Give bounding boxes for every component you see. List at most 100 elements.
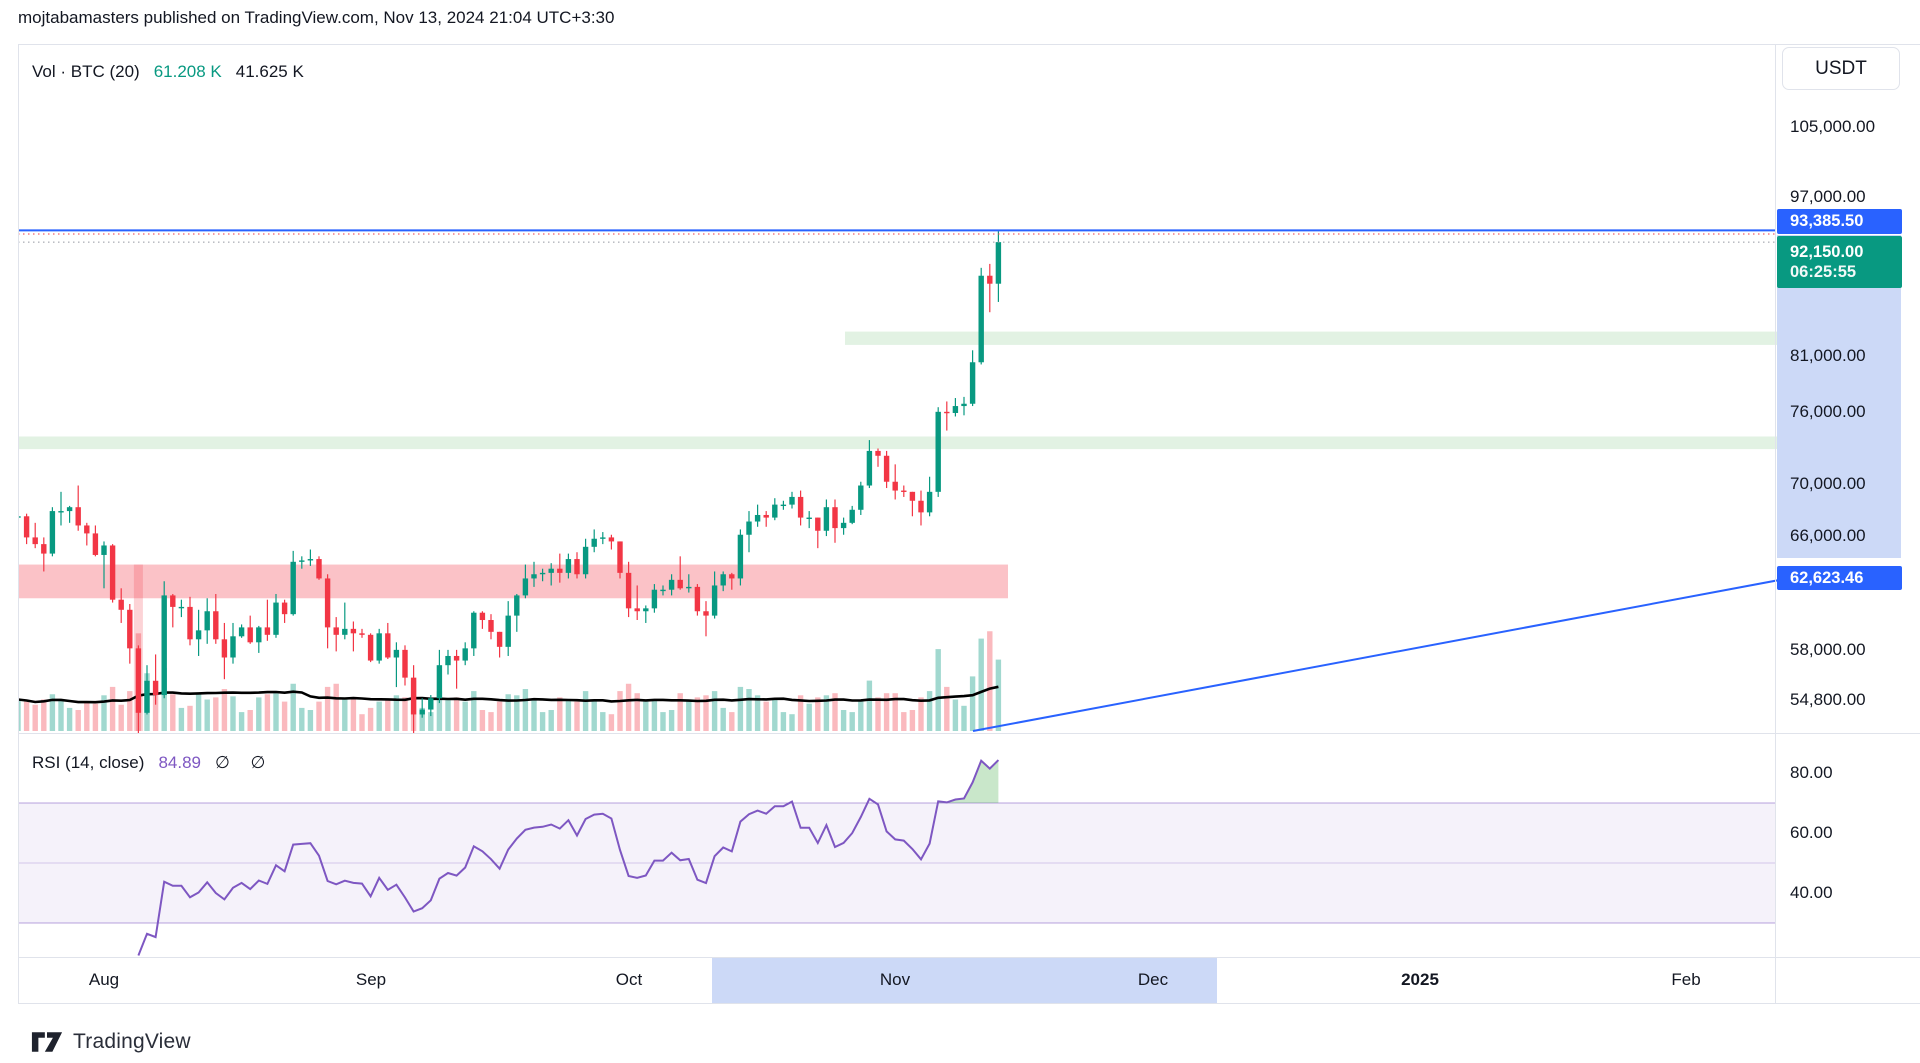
volume-bar [565,699,572,731]
tradingview-logo[interactable]: TradingView [30,1028,191,1056]
candle-down [944,411,950,414]
volume-bar [385,699,391,731]
candle-down [264,627,271,635]
price-tick: 105,000.00 [1790,117,1876,136]
candle-up [273,602,279,635]
volume-bar [316,701,322,731]
candle-up [548,568,554,573]
candle-up [643,608,649,612]
volume-indicator-legend: Vol · BTC (20) 61.208 K 41.625 K [32,62,304,82]
volume-bar [496,701,503,731]
time-tick-sep: Sep [355,970,387,989]
volume-bar [58,699,64,731]
volume-bar [333,683,339,731]
candle-up [539,572,546,575]
volume-bar [161,668,167,731]
volume-bar [273,693,279,731]
volume-bar [651,699,658,731]
price-tick: 54,800.00 [1790,690,1866,709]
candle-down [135,648,142,713]
rsi-indicator-legend: RSI (14, close) 84.89 ∅ ∅ [32,753,273,773]
chart-left-border [18,44,19,1003]
candle-down [729,574,735,579]
candle-up [823,507,830,531]
volume-bar [307,710,314,731]
rsi-series [137,758,1000,956]
volume-bar [574,701,580,731]
rsi-empty-values: ∅ ∅ [214,753,274,772]
candle-up [505,615,511,647]
price-tick: 58,000.00 [1790,640,1866,659]
volume-bar [935,649,941,731]
candle-up [789,496,795,505]
candle-up [18,516,21,518]
volume-bar [608,714,615,731]
rsi-tick: 40.00 [1790,883,1833,902]
candle-down [84,525,90,534]
rsi-indicator-title[interactable]: RSI (14, close) [32,753,145,772]
volume-bar [952,699,959,731]
candle-up [342,628,348,635]
volume-bar [866,680,873,731]
candle-down [815,517,821,531]
volume-bar [969,676,976,731]
volume-bar [858,699,864,731]
volume-bar [505,694,511,731]
price-zones [18,331,1810,731]
candle-down [402,649,408,678]
volume-bar [109,686,116,731]
candle-down [496,631,503,647]
volume-bar [213,697,219,731]
volume-bar [763,701,769,731]
candle-up [591,538,597,547]
volume-bar [247,710,253,731]
volume-bar [806,703,812,731]
price-axis-range-highlight [1777,235,1901,558]
time-axis-divider [18,957,1920,958]
candle-down [152,680,159,696]
candle-up [668,579,675,590]
candle-down [170,595,176,607]
candle-up [428,698,434,710]
candle-down [832,507,838,529]
volume-bar [926,691,933,731]
volume-bar [290,683,296,731]
volume-bar [754,695,761,731]
volume-value: 61.208 K [153,62,222,81]
candle-up [978,275,984,363]
volume-bar [436,691,443,731]
volume-bar [66,707,73,731]
rsi-panel-divider[interactable] [18,733,1920,734]
candle-down [677,579,683,589]
volume-bar [746,689,752,731]
candle-up [969,362,976,404]
volume-bar [557,697,563,731]
volume-bar [634,693,640,731]
candle-up [436,665,443,699]
volume-indicator-title[interactable]: Vol · BTC (20) [32,62,140,81]
candle-down [488,620,494,632]
volume-bar [393,695,400,731]
candle-up [445,655,451,666]
currency-toggle-button[interactable]: USDT [1782,47,1900,90]
candle-down [367,634,374,661]
candle-down [187,606,193,640]
candle-up [754,514,761,522]
time-tick-feb: Feb [1671,970,1701,989]
candlestick-series [18,231,1002,733]
volume-bar [281,701,288,731]
volume-ma-value: 41.625 K [235,62,304,81]
volume-bar [780,712,787,731]
volume-bar [445,699,451,731]
volume-bar [367,707,374,731]
volume-bar [32,704,38,731]
volume-bar [677,693,683,731]
volume-bar [41,699,47,731]
volume-bar [221,689,228,731]
volume-bar [883,693,890,731]
time-tick-dec: Dec [1137,970,1169,989]
volume-bar [625,683,632,731]
candle-up [376,633,382,661]
volume-bar [918,697,924,731]
